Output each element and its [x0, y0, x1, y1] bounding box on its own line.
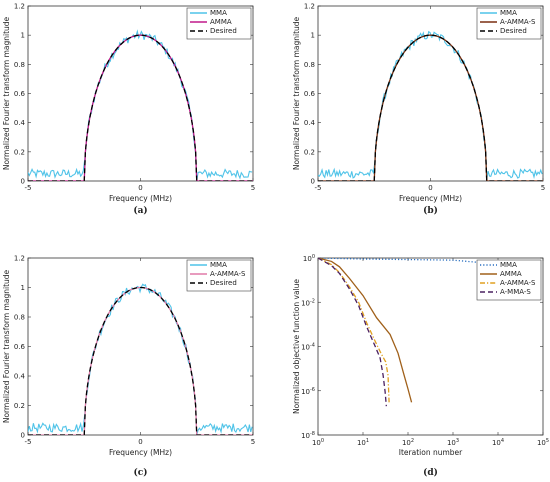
- y-tick-label: 0.2: [14, 402, 25, 410]
- y-tick-label: 0.6: [304, 90, 316, 98]
- y-tick-label: 0.2: [304, 148, 315, 156]
- legend-entry: MMA: [500, 9, 517, 17]
- panel-label: (a): [133, 205, 147, 216]
- x-tick-label: 0: [138, 184, 142, 192]
- y-tick-label: 1.2: [14, 3, 25, 11]
- y-tick-label: 10-6: [301, 387, 315, 396]
- legend-entry: A-AMMA-S: [500, 18, 536, 26]
- series-line-a-amma-s: [318, 258, 390, 403]
- y-tick-label: 1.2: [304, 3, 315, 11]
- x-tick-label: 103: [447, 438, 459, 447]
- x-axis-label: Frequency (MHz): [109, 448, 172, 457]
- y-tick-label: 0.4: [14, 119, 26, 127]
- y-tick-label: 1: [311, 32, 315, 40]
- x-tick-label: 100: [312, 438, 324, 447]
- series-line-desired: [28, 34, 253, 181]
- x-axis-label: Iteration number: [399, 448, 463, 457]
- legend-entry: AMMA: [210, 18, 232, 26]
- legend-entry: AMMA: [500, 270, 522, 278]
- legend-entry: A-MMA-S: [500, 288, 531, 296]
- y-tick-label: 0.4: [14, 373, 26, 381]
- x-tick-label: -5: [315, 184, 322, 192]
- y-tick-label: 0.8: [14, 314, 25, 322]
- y-axis-label: Normalized objective function value: [292, 279, 301, 414]
- x-tick-label: -5: [25, 438, 32, 446]
- panel-label: (d): [423, 467, 438, 478]
- legend-entry: A-AMMA-S: [500, 279, 536, 287]
- series-line-mma: [28, 283, 253, 435]
- y-tick-label: 100: [303, 254, 315, 263]
- y-tick-label: 10-4: [301, 343, 315, 352]
- legend-entry: A-AMMA-S: [210, 270, 246, 278]
- x-tick-label: 101: [357, 438, 369, 447]
- series-line-desired: [28, 286, 253, 435]
- legend-entry: MMA: [500, 261, 517, 269]
- y-tick-label: 1: [21, 32, 25, 40]
- y-tick-label: 10-2: [301, 298, 315, 307]
- y-tick-label: 0.6: [14, 90, 26, 98]
- y-tick-label: 0.8: [14, 61, 25, 69]
- y-tick-label: 0: [21, 432, 25, 440]
- legend-entry: Desired: [210, 279, 237, 287]
- legend-entry: Desired: [500, 27, 527, 35]
- y-axis-label: Normalized Fourier transform magnitude: [2, 269, 11, 423]
- x-tick-label: 0: [428, 184, 432, 192]
- x-axis-label: Frequency (MHz): [109, 194, 172, 203]
- panel-label: (b): [423, 205, 438, 216]
- x-tick-label: 105: [537, 438, 549, 447]
- y-tick-label: 0.8: [304, 61, 315, 69]
- y-tick-label: 0.6: [14, 343, 26, 351]
- y-tick-label: 1.2: [14, 255, 25, 263]
- legend-box: [476, 259, 542, 301]
- x-tick-label: 102: [402, 438, 414, 447]
- x-tick-label: 5: [251, 184, 255, 192]
- x-tick-label: 5: [541, 184, 545, 192]
- y-tick-label: 10-8: [301, 431, 315, 440]
- x-tick-label: 0: [138, 438, 142, 446]
- y-axis-label: Normalized Fourier transform magnitude: [292, 16, 301, 170]
- y-axis-label: Normalized Fourier transform magnitude: [2, 16, 11, 170]
- x-tick-label: 104: [492, 438, 504, 447]
- x-axis-label: Frequency (MHz): [399, 194, 462, 203]
- y-tick-label: 0: [21, 178, 25, 186]
- x-tick-label: -5: [25, 184, 32, 192]
- y-tick-label: 1: [21, 284, 25, 292]
- series-line-desired: [318, 34, 543, 181]
- panel-label: (c): [134, 467, 148, 478]
- y-tick-label: 0.2: [14, 148, 25, 156]
- legend-entry: MMA: [210, 9, 227, 17]
- chart-panel-4: 100 101 102 103 104 105 10-8 10-6 10-4 10-2 100 Ite…: [292, 254, 549, 478]
- legend-entry: MMA: [210, 261, 227, 269]
- y-tick-label: 0.4: [304, 119, 316, 127]
- series-line-amma: [318, 258, 413, 403]
- x-tick-label: 5: [251, 438, 255, 446]
- series-line-mma: [318, 30, 543, 180]
- y-tick-label: 0: [311, 178, 315, 186]
- legend-entry: Desired: [210, 27, 237, 35]
